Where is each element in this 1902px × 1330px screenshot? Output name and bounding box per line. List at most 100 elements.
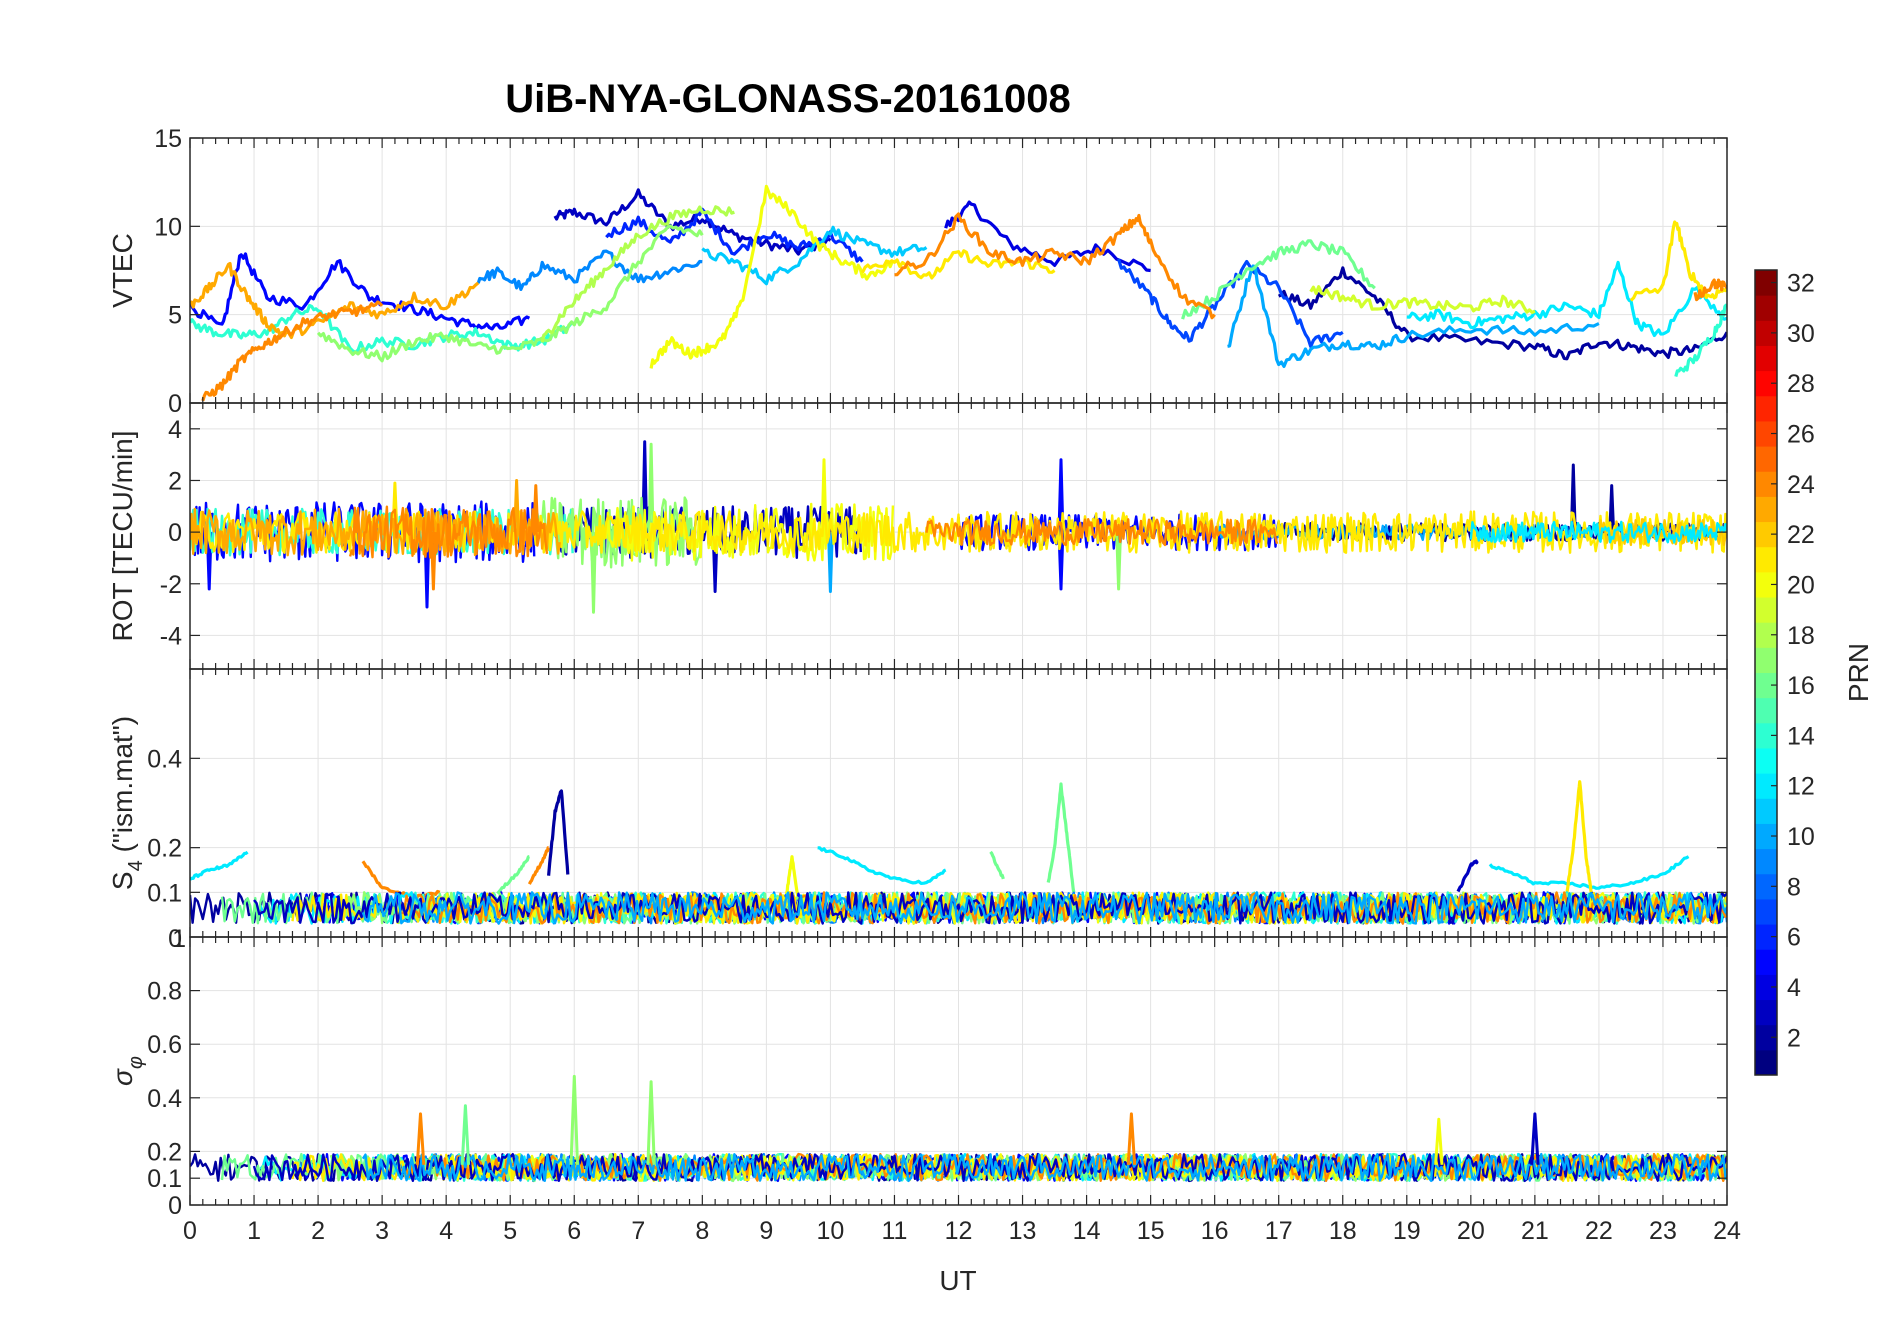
x-tick-label: 10 [817,1217,845,1245]
colorbar-tick-label: 12 [1787,773,1815,801]
colorbar-segment [1755,949,1777,975]
colorbar-segment [1755,697,1777,724]
colorbar-segment [1755,622,1777,648]
y-tick-label: 5 [168,302,182,330]
series-prn-12 [1488,855,1690,890]
series-prn-17 [316,224,704,363]
colorbar-tick-label: 14 [1787,722,1815,750]
x-tick-label: 8 [695,1217,709,1245]
rot-spike [1569,463,1577,533]
x-tick-label: 15 [1137,1217,1165,1245]
y-tick-label: 0.1 [147,1165,182,1193]
y-axis-label-sub: 4 [125,860,147,871]
x-tick-label: 21 [1521,1217,1549,1245]
x-tick-label: 18 [1329,1217,1357,1245]
y-axis-label: S4 ("ism.mat") [107,716,147,890]
y-tick-label: 0 [168,390,182,418]
sigma-spike [1434,1117,1444,1165]
x-tick-label: 17 [1265,1217,1293,1245]
baseline-prn-3 [253,891,1727,925]
x-tick-label: 0 [183,1217,197,1245]
colorbar-segment [1755,773,1777,799]
series-prn-24 [894,212,1216,320]
x-tick-label: 6 [567,1217,581,1245]
rot-spike [1057,458,1065,533]
series-prn-18 [540,205,735,343]
y-axis-label: ROT [TECU/min] [107,430,138,641]
colorbar-segment [1755,320,1777,346]
y-axis-label: σφ [107,1056,147,1086]
rot-prn-24 [348,505,549,559]
rot-prn-22 [1597,518,1727,547]
series-prn-7 [1117,258,1344,349]
rot-spike [641,440,649,533]
x-tick-label: 22 [1585,1217,1613,1245]
colorbar-segment [1755,823,1777,850]
x-tick-label: 24 [1713,1217,1741,1245]
series-prn-3 [553,188,832,256]
series-prn-21 [1565,780,1595,902]
baseline-prn-10 [361,891,1727,925]
colorbar-segment [1755,848,1777,875]
colorbar-label: PRN [1843,643,1874,702]
y-tick-label: -4 [160,622,182,650]
series-prn-3 [1456,859,1479,893]
x-tick-label: 7 [631,1217,645,1245]
series-prn-20 [649,184,895,369]
rot-spike [513,479,520,533]
series-prn-14 [1674,303,1727,378]
x-tick-label: 1 [247,1217,261,1245]
y-axis-label: VTEC [107,233,138,308]
x-tick-label: 3 [375,1217,389,1245]
series-prn-16 [496,855,530,895]
colorbar-segment [1755,1049,1777,1076]
chart-title: UiB-NYA-GLONASS-20161008 [505,77,1070,121]
y-tick-label: 0 [168,1192,182,1220]
colorbar-frame [1754,269,1778,1076]
y-tick-label: 0.2 [147,1138,182,1166]
series-prn-20 [784,855,800,902]
rot-prn-24 [925,518,1279,547]
colorbar-segment [1755,597,1777,623]
colorbar-tick-label: 10 [1787,823,1815,851]
rot-spike [820,458,828,533]
series-prn-24 [527,846,550,885]
x-tick-label: 11 [881,1217,907,1245]
colorbar-segment [1755,496,1777,523]
y-tick-label: 0.6 [147,1031,182,1059]
colorbar-segment [1755,898,1777,925]
colorbar-tick-label: 22 [1787,521,1815,549]
baseline-prn-10 [361,1152,1727,1183]
y-tick-label: 0 [168,925,182,953]
rot-spike [1608,484,1616,533]
panel-s4: 0.10.20.4S4 ("ism.mat") [107,668,1728,938]
series-prn-21 [1629,220,1727,302]
sigma-spike [646,1080,656,1165]
colorbar-segment [1755,370,1777,397]
colorbar-segment [1755,471,1777,497]
colorbar-segment [1755,521,1777,548]
colorbar-segment [1755,873,1777,900]
y-tick-label: -2 [160,571,182,599]
y-tick-label: 15 [154,125,182,153]
colorbar-segment [1755,798,1777,824]
x-tick-label: 19 [1393,1217,1421,1245]
colorbar-segment [1755,747,1777,774]
rot-spike [205,532,213,591]
sigma-spike [415,1112,426,1165]
sigma-spike [1126,1112,1137,1165]
colorbar-tick-label: 30 [1787,320,1815,348]
rot-spike [1057,532,1065,591]
colorbar-segment [1755,546,1777,573]
sigma-spike [569,1074,579,1165]
y-tick-label: 0.4 [147,1085,182,1113]
series-prn-5 [190,252,531,331]
rot-spike [1115,532,1122,591]
colorbar-segment [1755,999,1777,1026]
colorbar-tick-label: 8 [1787,873,1801,901]
x-tick-label: 16 [1201,1217,1229,1245]
colorbar-segment [1755,722,1777,749]
series-prn-9 [476,249,703,291]
